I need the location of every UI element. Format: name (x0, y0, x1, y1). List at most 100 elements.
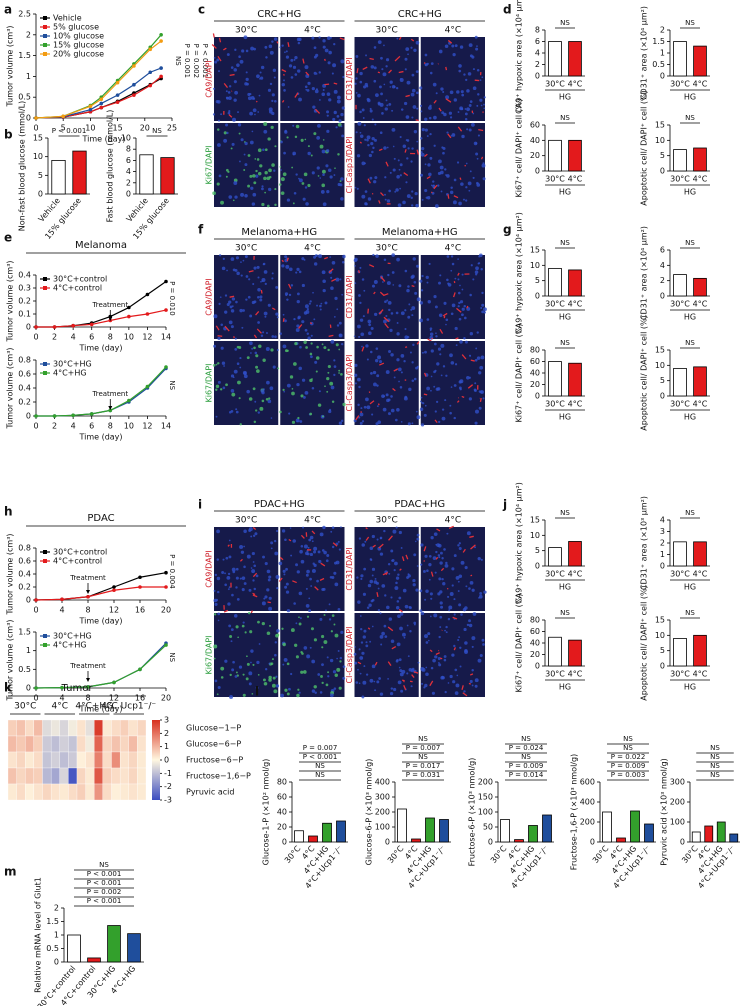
cell-nucleus (235, 586, 238, 589)
cell-nucleus (354, 373, 358, 377)
stain (447, 39, 453, 44)
cell-nucleus (443, 112, 447, 117)
cell-nucleus (432, 82, 437, 87)
cell-nucleus (390, 687, 394, 690)
cell-nucleus (313, 318, 316, 321)
cell-nucleus (400, 108, 404, 111)
stain (302, 58, 305, 64)
bar (568, 139, 582, 172)
cell-nucleus (224, 659, 228, 663)
cell-nucleus (410, 46, 413, 49)
cell-nucleus (440, 605, 444, 609)
stain (392, 387, 396, 392)
bar (548, 267, 562, 297)
cell-nucleus (248, 529, 252, 533)
data-point (108, 408, 113, 413)
cell-nucleus (220, 200, 224, 205)
cell-nucleus (457, 580, 460, 583)
cell-nucleus (236, 345, 240, 349)
stat-annotation: NS (174, 56, 182, 66)
cell-nucleus (225, 383, 228, 387)
y-tick-label: 2 (26, 30, 31, 39)
cell-nucleus (298, 616, 300, 619)
y-tick-label: 80 (277, 778, 287, 787)
cell-nucleus (455, 683, 460, 688)
stat-annotation: NS (315, 771, 325, 779)
cell-nucleus (465, 199, 468, 202)
stain (436, 528, 441, 532)
y-tick-label: 4 (660, 516, 665, 525)
micrograph-image (354, 341, 419, 425)
legend-label: 30°C+control (53, 275, 107, 284)
y-axis-label: CD31⁺ area (×10⁴ μm²) (640, 226, 649, 320)
cell-nucleus (299, 617, 302, 620)
data-point (34, 414, 38, 418)
x-tick-label: 10 (85, 124, 95, 133)
cell-nucleus (423, 413, 427, 417)
cell-nucleus (474, 409, 479, 414)
cell-nucleus (366, 606, 370, 609)
cell-nucleus (461, 313, 464, 317)
y-tick-label: 0.8 (18, 356, 31, 365)
data-point (60, 597, 64, 602)
cell-nucleus (430, 375, 433, 378)
heatmap-cell (25, 783, 35, 801)
cell-nucleus (322, 39, 326, 43)
cell-nucleus (366, 138, 369, 142)
stain (211, 44, 217, 49)
cell-nucleus (255, 365, 259, 369)
cell-nucleus (366, 405, 371, 410)
cell-nucleus (248, 278, 251, 281)
bar (673, 638, 687, 667)
cell-nucleus (293, 643, 298, 647)
cell-nucleus (445, 95, 450, 100)
stain (229, 295, 235, 298)
y-tick-label: 300 (375, 793, 390, 802)
cell-nucleus (266, 380, 270, 385)
cell-nucleus (298, 691, 301, 694)
cell-nucleus (217, 119, 221, 122)
cell-nucleus (388, 617, 393, 621)
column-label: 30°C (376, 516, 398, 526)
y-tick-label: 1.5 (18, 628, 31, 637)
cell-nucleus (257, 321, 260, 324)
y-tick-label: 0 (535, 292, 540, 301)
cell-nucleus (232, 117, 237, 122)
cell-nucleus (283, 151, 286, 155)
cell-nucleus (340, 526, 342, 528)
y-tick-label: 50 (483, 823, 493, 832)
cell-nucleus (454, 668, 458, 672)
stat-annotation: P = 0.017 (406, 762, 441, 770)
cell-nucleus (433, 385, 436, 388)
cell-nucleus (253, 266, 257, 270)
cell-nucleus (296, 693, 300, 698)
cell-nucleus (379, 612, 382, 615)
stain (411, 674, 415, 678)
cell-nucleus (420, 666, 425, 671)
cell-nucleus (370, 350, 373, 354)
cell-nucleus (323, 640, 328, 644)
cell-nucleus (264, 595, 268, 599)
cell-nucleus (451, 567, 455, 571)
cell-nucleus (319, 177, 322, 179)
cell-nucleus (435, 332, 437, 335)
stain (333, 82, 338, 85)
stain (252, 594, 258, 598)
colorbar-tick-label: 2 (164, 729, 169, 738)
cell-nucleus (469, 580, 474, 585)
cell-nucleus (280, 177, 285, 182)
cell-nucleus (397, 680, 402, 685)
heatmap-cell (76, 751, 86, 769)
cell-nucleus (416, 533, 420, 537)
cell-nucleus (413, 621, 417, 625)
stain (378, 148, 383, 152)
stain (439, 657, 443, 660)
stat-annotation: P < 0.001 (201, 44, 209, 79)
cell-nucleus (411, 314, 414, 317)
cell-nucleus (445, 174, 448, 176)
cell-nucleus (254, 532, 258, 536)
cell-nucleus (245, 677, 249, 681)
x-tick-label: 4°C (693, 670, 708, 679)
cell-nucleus (379, 692, 384, 696)
cell-nucleus (327, 348, 330, 352)
